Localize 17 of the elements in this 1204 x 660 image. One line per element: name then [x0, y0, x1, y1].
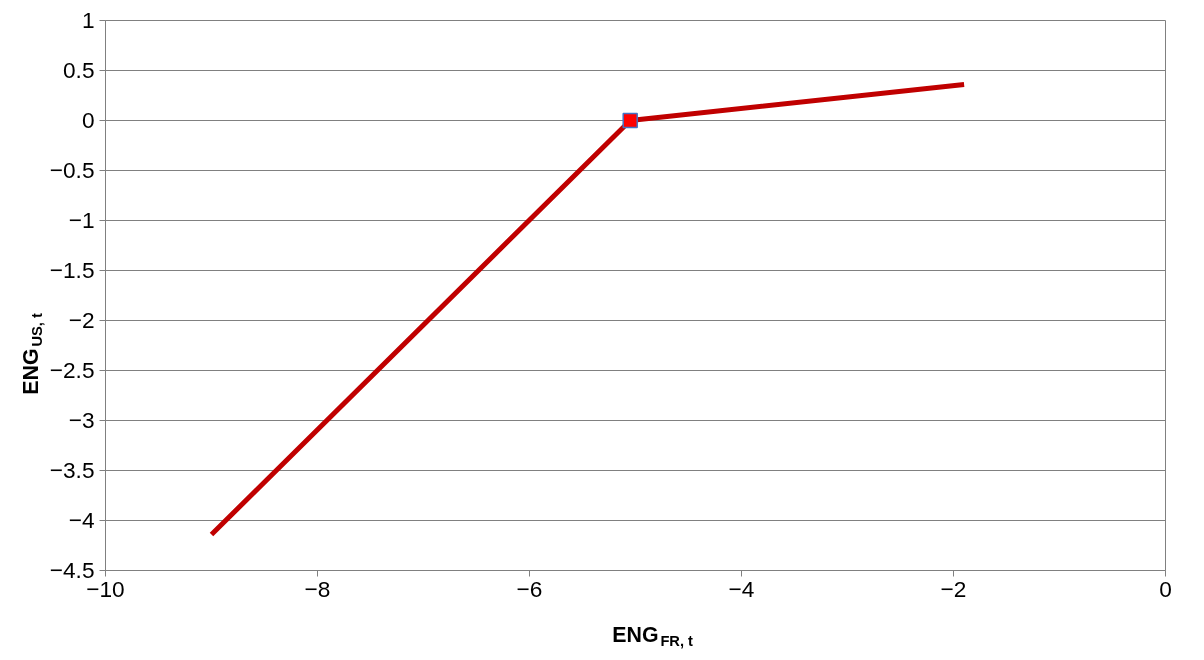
y-tick-label: −3.5	[49, 457, 95, 483]
y-tick-label: −2.5	[49, 357, 95, 383]
y-tick-label: 0	[81, 107, 95, 133]
y-tick-label: −1	[68, 207, 95, 233]
y-tick-label: −0.5	[49, 157, 95, 183]
y-axis-title: ENGUS, t	[19, 313, 45, 395]
y-tick-label: −3	[68, 407, 95, 433]
y-tick-label: −4	[68, 507, 95, 533]
x-tick-label: −2	[940, 575, 967, 602]
x-tick-label: −6	[516, 575, 543, 602]
y-tick-label: −1.5	[49, 257, 95, 283]
y-tick-label: −2	[68, 307, 95, 333]
x-tick-label: 0	[1159, 575, 1172, 602]
x-tick-label: −4	[728, 575, 755, 602]
x-tick-label: −8	[304, 575, 331, 602]
y-tick-label: 0.5	[63, 57, 95, 83]
y-tick-label: 1	[81, 7, 95, 33]
